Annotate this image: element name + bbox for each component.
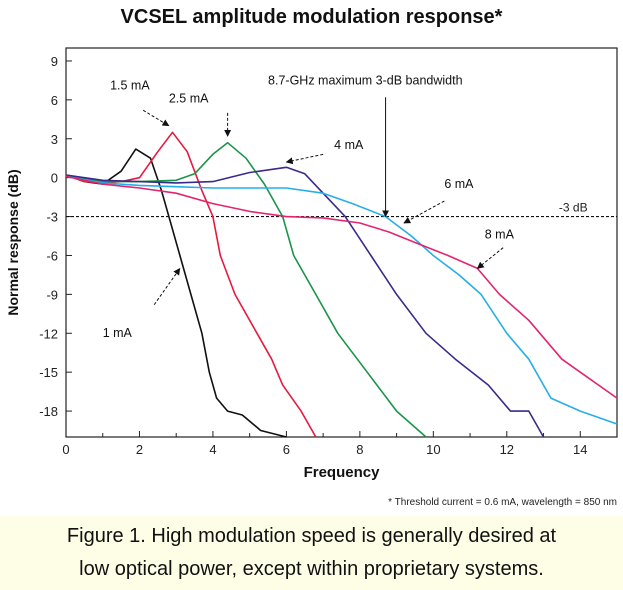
annotation-label: 1.5 mA bbox=[110, 78, 150, 92]
annotation-label: 6 mA bbox=[444, 177, 474, 191]
y-tick-label: -9 bbox=[46, 287, 58, 302]
y-tick-label: 3 bbox=[51, 132, 58, 147]
series-line-2-5-mA bbox=[65, 141, 427, 438]
annotation-label: 2.5 mA bbox=[169, 91, 209, 105]
annotation-label: 8.7-GHz maximum 3-dB bandwidth bbox=[268, 73, 463, 87]
y-tick-label: 6 bbox=[51, 93, 58, 108]
annotation-label: 1 mA bbox=[103, 326, 133, 340]
x-tick-label: 10 bbox=[426, 442, 440, 457]
x-tick-label: 14 bbox=[573, 442, 587, 457]
annotation-arrow bbox=[285, 153, 324, 165]
series-line-1-mA bbox=[65, 148, 287, 438]
reference-line-label: -3 dB bbox=[559, 201, 588, 215]
annotation-arrow bbox=[403, 200, 445, 224]
x-tick-label: 0 bbox=[62, 442, 69, 457]
chart: 0 2 4 6 8 10 12 14 9 6 3 0 -3 -6 -9 -12 -15 -18 Frequency N… bbox=[5, 47, 618, 481]
plot-frame bbox=[65, 47, 618, 438]
figure-caption: Figure 1. High modulation speed is gener… bbox=[0, 516, 623, 590]
annotation-arrow bbox=[476, 247, 504, 269]
y-tick-label: -6 bbox=[46, 248, 58, 263]
annotation-label: 8 mA bbox=[485, 228, 515, 242]
y-axis-label: Normal response (dB) bbox=[5, 169, 21, 315]
footnote: * Threshold current = 0.6 mA, wavelength… bbox=[388, 497, 617, 508]
series-line-4-mA bbox=[65, 166, 545, 438]
x-tick-label: 2 bbox=[136, 442, 143, 457]
annotation-arrow bbox=[153, 267, 181, 306]
x-tick-label: 6 bbox=[283, 442, 290, 457]
y-tick-label: -18 bbox=[39, 404, 58, 419]
x-tick-label: 12 bbox=[500, 442, 514, 457]
annotation-arrow bbox=[142, 109, 170, 127]
y-tick-label: -12 bbox=[39, 326, 58, 341]
y-tick-label: -3 bbox=[46, 210, 58, 225]
series-line-1-5-mA bbox=[65, 131, 317, 438]
caption-line-1: Figure 1. High modulation speed is gener… bbox=[66, 525, 557, 547]
series-line-8-mA bbox=[65, 175, 618, 399]
annotation-label: 4 mA bbox=[334, 138, 364, 152]
y-tick-label: -15 bbox=[39, 365, 58, 380]
y-tick-label: 9 bbox=[51, 54, 58, 69]
y-tick-label: 0 bbox=[51, 171, 58, 186]
x-axis-label: Frequency bbox=[304, 464, 381, 481]
caption-line-2: low optical power, except within proprie… bbox=[79, 558, 544, 580]
x-tick-label: 4 bbox=[209, 442, 216, 457]
x-tick-label: 8 bbox=[356, 442, 363, 457]
chart-title: VCSEL amplitude modulation response* bbox=[120, 6, 503, 28]
